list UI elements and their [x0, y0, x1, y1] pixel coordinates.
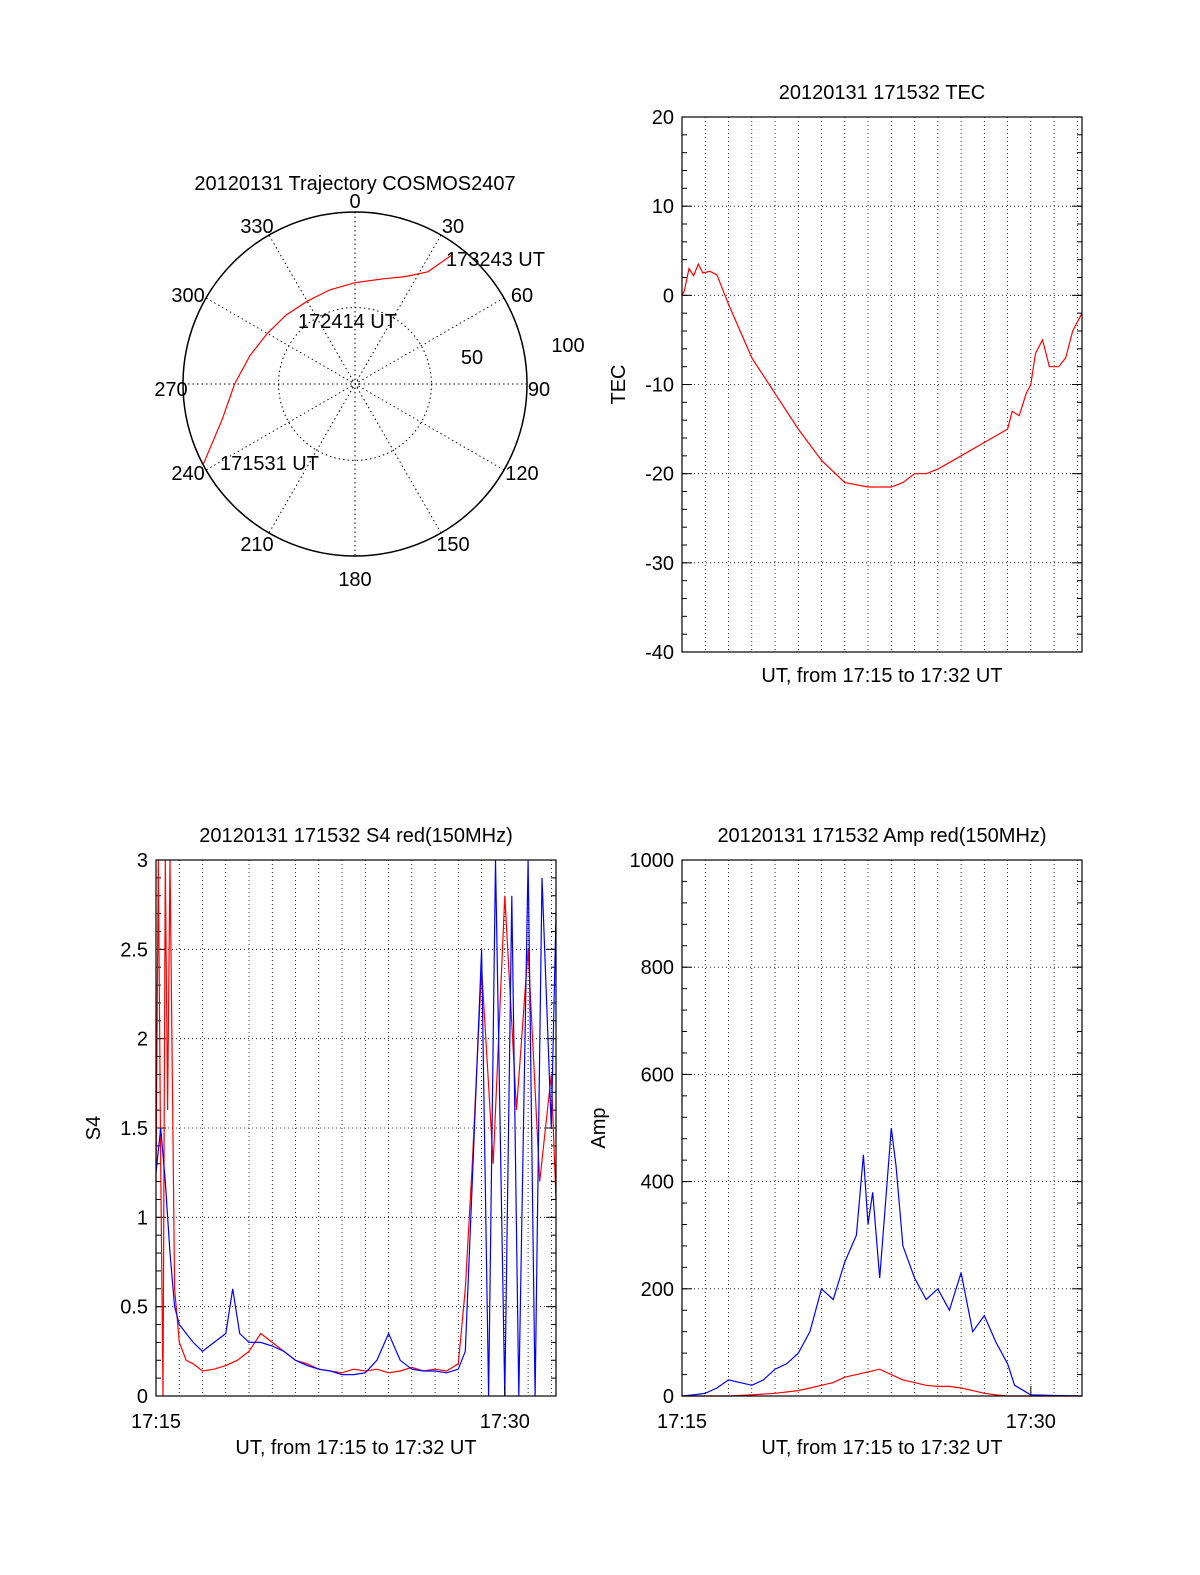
amp-title: 20120131 171532 Amp red(150MHz) [717, 825, 1046, 847]
polar-azimuth-label: 0 [349, 191, 360, 213]
s4-ytick-label: 1.5 [120, 1118, 148, 1140]
s4-ytick-label: 1 [137, 1207, 148, 1229]
polar-trajectory-panel: 0 30 60 90 120 150 180 210 240 270 300 330 100 50 1715… [154, 173, 584, 591]
amp-ytick-label: 1000 [630, 850, 675, 872]
amp-panel: 0 200 400 600 800 1000 17:15 17:30 20120131 1715… [588, 825, 1083, 1459]
tec-ylabel: TEC [608, 365, 630, 405]
polar-outer-ring [182, 211, 528, 557]
tec-ytick-label: -40 [645, 642, 674, 664]
amp-series-red-line [682, 1368, 1082, 1397]
s4-ytick-label: 0.5 [120, 1297, 148, 1319]
polar-azimuth-label: 150 [436, 534, 469, 556]
amp-ytick-label: 0 [663, 1386, 674, 1408]
polar-azimuth-label: 240 [171, 463, 204, 485]
s4-ytick-label: 2.5 [120, 939, 148, 961]
polar-center [350, 379, 360, 389]
tec-series-red-line [681, 262, 1083, 488]
amp-ytick-label: 800 [641, 957, 674, 979]
tec-ytick-label: 0 [663, 285, 674, 307]
s4-series-blue-line [155, 859, 557, 1397]
polar-azimuth-label: 210 [240, 534, 273, 556]
polar-azimuth-label: 270 [154, 379, 187, 401]
amp-ylabel: Amp [588, 1107, 610, 1148]
s4-xlabel: UT, from 17:15 to 17:32 UT [235, 1437, 476, 1459]
tec-ytick-label: -10 [645, 375, 674, 397]
tec-panel: 20 10 0 -10 -20 -30 -40 20120131 171532 TEC UT, … [608, 82, 1083, 687]
amp-ytick-label: 200 [641, 1279, 674, 1301]
tec-title: 20120131 171532 TEC [779, 82, 985, 104]
polar-elevation-label: 100 [551, 335, 584, 357]
polar-azimuth-label: 180 [338, 569, 371, 591]
s4-ytick-label: 0 [137, 1386, 148, 1408]
polar-time-annotation: 171531 UT [220, 453, 319, 475]
polar-azimuth-label: 60 [511, 285, 533, 307]
polar-azimuth-label: 330 [240, 216, 273, 238]
amp-series-blue-line [681, 1127, 1083, 1397]
tec-xlabel: UT, from 17:15 to 17:32 UT [761, 665, 1002, 687]
amp-ytick-label: 400 [641, 1172, 674, 1194]
polar-trajectory-line [202, 253, 454, 465]
s4-ylabel: S4 [83, 1116, 105, 1140]
polar-azimuth-label: 120 [505, 463, 538, 485]
s4-title: 20120131 171532 S4 red(150MHz) [199, 825, 513, 847]
s4-xtick-label: 17:30 [480, 1411, 530, 1433]
amp-xlabel: UT, from 17:15 to 17:32 UT [761, 1437, 1002, 1459]
polar-azimuth-label: 300 [171, 285, 204, 307]
amp-xtick-label: 17:30 [1006, 1411, 1056, 1433]
tec-ytick-label: -20 [645, 464, 674, 486]
polar-title: 20120131 Trajectory COSMOS2407 [194, 173, 515, 195]
polar-time-annotation: 172414 UT [298, 311, 397, 333]
amp-xtick-label: 17:15 [657, 1411, 707, 1433]
polar-ring-50 [278, 307, 432, 461]
s4-plot-frame [155, 859, 557, 1397]
polar-spoke [268, 234, 442, 534]
amp-ytick-label: 600 [641, 1064, 674, 1086]
polar-azimuth-label: 30 [442, 216, 464, 238]
tec-ytick-label: 10 [652, 196, 674, 218]
s4-ytick-label: 3 [137, 850, 148, 872]
polar-elevation-label: 50 [461, 347, 483, 369]
tec-plot-frame [681, 116, 1083, 653]
s4-xtick-label: 17:15 [131, 1411, 181, 1433]
s4-ytick-label: 2 [137, 1029, 148, 1051]
amp-plot-frame [681, 859, 1083, 1397]
tec-ytick-label: 20 [652, 107, 674, 129]
polar-azimuth-label: 90 [528, 379, 550, 401]
s4-panel: 0 0.5 1 1.5 2 2.5 3 17:15 17:30 20120131 171532 S… [83, 825, 557, 1459]
tec-ytick-label: -30 [645, 553, 674, 575]
polar-time-annotation: 173243 UT [446, 249, 545, 271]
